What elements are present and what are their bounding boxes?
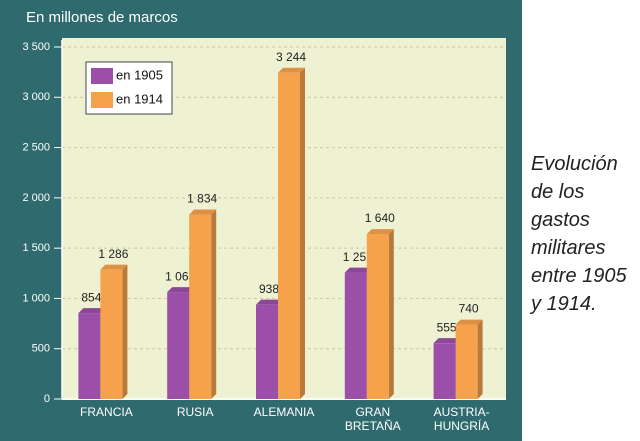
bar-top bbox=[167, 287, 195, 293]
bar-top bbox=[78, 308, 106, 314]
bar-top bbox=[366, 229, 394, 235]
bar bbox=[344, 272, 367, 399]
bar bbox=[189, 214, 212, 399]
legend-label: en 1905 bbox=[116, 67, 163, 82]
legend-swatch bbox=[91, 92, 113, 108]
bar bbox=[78, 313, 101, 399]
bar-side bbox=[477, 319, 483, 399]
bar-top bbox=[455, 319, 483, 325]
bar-side bbox=[300, 67, 305, 400]
bar bbox=[366, 234, 389, 399]
bar-top bbox=[344, 267, 372, 273]
y-axis-label: En millones de marcos bbox=[26, 9, 178, 26]
y-tick-label: 1 500 bbox=[22, 242, 50, 254]
bar-side bbox=[211, 209, 217, 399]
value-label: 1 640 bbox=[365, 211, 395, 225]
value-label: 1 834 bbox=[187, 192, 217, 206]
bar bbox=[167, 292, 190, 399]
bar-top bbox=[189, 209, 217, 215]
y-tick-label: 3 000 bbox=[22, 91, 50, 103]
value-label: 555 bbox=[437, 320, 457, 334]
bar-top bbox=[256, 299, 283, 305]
bar-top bbox=[278, 67, 305, 73]
bar-side bbox=[122, 264, 128, 399]
x-tick-label: AUSTRIA- HUNGRÍA bbox=[433, 405, 490, 433]
value-label: 1 286 bbox=[98, 247, 128, 261]
value-label: 1 063 bbox=[165, 269, 195, 283]
x-tick-label: ALEMANIA bbox=[253, 405, 315, 419]
legend-swatch bbox=[91, 68, 113, 84]
value-label: 938 bbox=[259, 282, 279, 296]
x-tick-label: RUSIA bbox=[176, 405, 214, 419]
bar-top bbox=[100, 264, 128, 270]
legend-label: en 1914 bbox=[116, 91, 163, 106]
value-label: 740 bbox=[459, 302, 479, 316]
bar-side bbox=[388, 229, 394, 399]
x-tick-label: FRANCIA bbox=[80, 405, 133, 419]
caption: Evolución de los gastos militares entre … bbox=[531, 153, 627, 315]
bar bbox=[433, 343, 456, 399]
bar bbox=[455, 324, 478, 399]
y-tick-label: 500 bbox=[32, 343, 50, 355]
bar bbox=[256, 304, 278, 399]
value-label: 854 bbox=[81, 290, 101, 304]
bar bbox=[100, 269, 123, 399]
x-tick-label: GRAN BRETAÑA bbox=[344, 405, 401, 433]
y-tick-label: 1 000 bbox=[22, 292, 50, 304]
chart: En millones de marcos 0 500 1 000 1 500 2 00… bbox=[0, 0, 522, 441]
bar-top bbox=[433, 338, 461, 344]
y-tick-label: 3 500 bbox=[22, 41, 50, 53]
value-label: 3 244 bbox=[276, 50, 306, 64]
y-tick-label: 2 500 bbox=[22, 141, 50, 153]
y-tick-label: 0 bbox=[44, 393, 50, 405]
value-label: 1 257 bbox=[343, 250, 373, 264]
y-tick-label: 2 000 bbox=[22, 192, 50, 204]
bar bbox=[278, 72, 300, 400]
